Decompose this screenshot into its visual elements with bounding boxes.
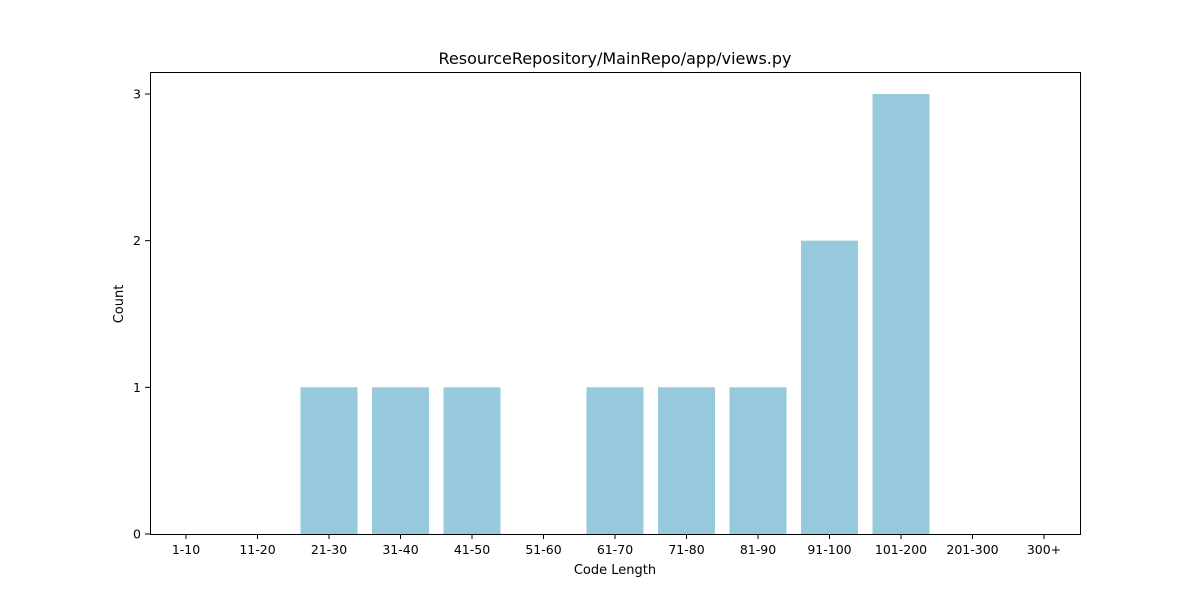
- x-axis-ticks: 1-10 11-20 21-30 31-40 41-50 51-60 61-70 71-80 8…: [172, 534, 1061, 557]
- x-tick-label: 101-200: [875, 542, 927, 557]
- x-tick-label: 31-40: [382, 542, 418, 557]
- bar-81-90: [729, 387, 787, 534]
- bar-21-30: [300, 387, 358, 534]
- bar-101-200: [872, 94, 930, 534]
- y-tick-label: 0: [133, 527, 141, 542]
- y-tick-label: 3: [133, 87, 141, 102]
- bar-31-40: [372, 387, 429, 534]
- bars-group: [300, 94, 930, 534]
- bar-71-80: [658, 387, 715, 534]
- x-tick-label: 300+: [1027, 542, 1061, 557]
- x-tick-label: 51-60: [525, 542, 561, 557]
- x-tick-label: 11-20: [239, 542, 275, 557]
- bar-91-100: [801, 240, 858, 534]
- x-tick-label: 201-300: [946, 542, 998, 557]
- x-axis-label: Code Length: [574, 563, 656, 578]
- x-tick-label: 81-90: [740, 542, 776, 557]
- x-tick-label: 91-100: [807, 542, 851, 557]
- y-axis-label: Count: [112, 285, 127, 324]
- x-tick-label: 1-10: [172, 542, 200, 557]
- y-tick-label: 1: [133, 380, 141, 395]
- x-tick-label: 21-30: [311, 542, 347, 557]
- chart-title: ResourceRepository/MainRepo/app/views.py: [438, 49, 791, 68]
- bar-41-50: [443, 387, 501, 534]
- y-tick-label: 2: [133, 233, 141, 248]
- x-tick-label: 61-70: [597, 542, 633, 557]
- x-tick-label: 41-50: [454, 542, 490, 557]
- y-axis-ticks: 0 1 2 3: [133, 87, 150, 542]
- x-tick-label: 71-80: [668, 542, 704, 557]
- bar-61-70: [586, 387, 644, 534]
- plot-frame: [150, 72, 1081, 535]
